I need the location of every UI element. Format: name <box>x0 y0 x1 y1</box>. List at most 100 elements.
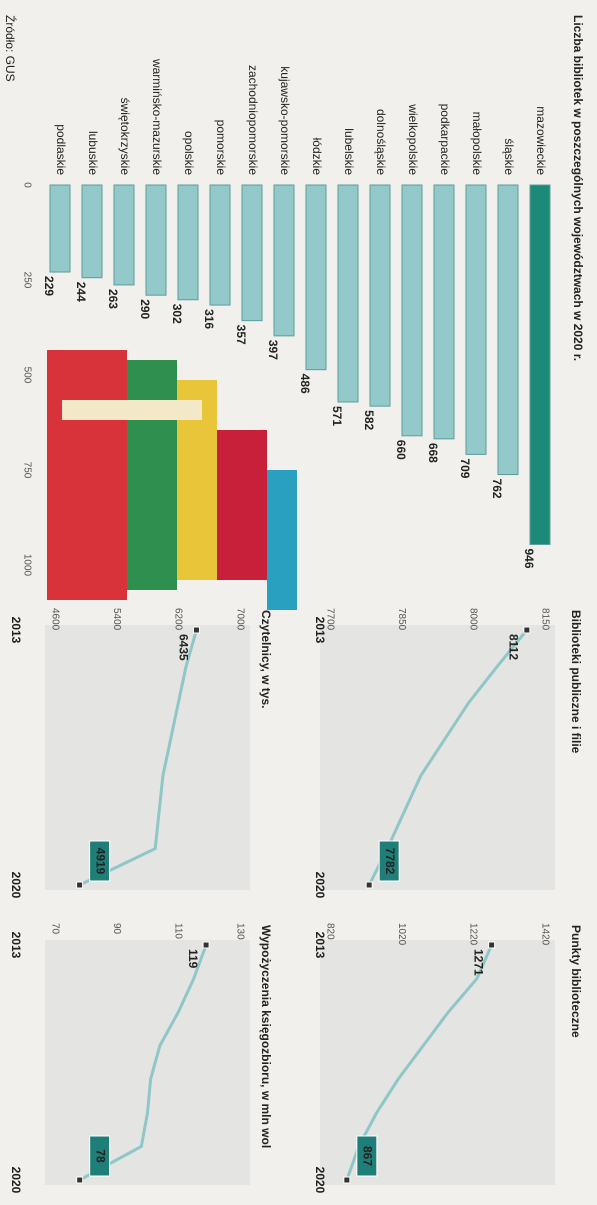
value-label: 1271 <box>471 949 485 976</box>
x-tick-label: 250 <box>21 272 32 289</box>
category-label: kujawsko-pomorskie <box>278 66 292 175</box>
bar <box>370 185 390 406</box>
value-label: 78 <box>93 1149 107 1163</box>
x-tick-label: 2020 <box>9 872 23 899</box>
value-label: 582 <box>362 410 376 430</box>
value-label: 229 <box>42 276 56 296</box>
x-tick-label: 0 <box>21 182 32 188</box>
value-label: 660 <box>394 440 408 460</box>
y-tick-label: 1020 <box>396 923 407 946</box>
point <box>524 627 530 633</box>
y-tick-label: 7850 <box>396 608 407 631</box>
y-tick-label: 70 <box>49 923 60 935</box>
category-label: podkarpackie <box>438 104 452 176</box>
point <box>77 882 83 888</box>
bar <box>210 185 230 305</box>
value-label: 4919 <box>93 848 107 875</box>
bar <box>530 185 550 544</box>
y-tick-label: 6200 <box>173 608 184 631</box>
value-label: 357 <box>234 325 248 345</box>
bar <box>306 185 326 370</box>
category-label: łódzkie <box>310 138 324 176</box>
value-label: 302 <box>170 304 184 324</box>
category-label: wielkopolskie <box>406 103 420 175</box>
value-label: 316 <box>202 309 216 329</box>
book <box>217 430 267 580</box>
y-tick-label: 7000 <box>234 608 245 631</box>
bar <box>434 185 454 439</box>
bar <box>178 185 198 300</box>
book <box>127 360 177 590</box>
bar <box>498 185 518 475</box>
point <box>193 627 199 633</box>
bar <box>274 185 294 336</box>
value-label: 762 <box>490 479 504 499</box>
y-tick-label: 8150 <box>539 608 550 631</box>
category-label: podlaskie <box>54 124 68 175</box>
bar <box>146 185 166 295</box>
x-tick-label: 500 <box>21 367 32 384</box>
bar <box>402 185 422 436</box>
point <box>344 1177 350 1183</box>
point <box>203 942 209 948</box>
x-tick-label: 2020 <box>313 872 327 899</box>
y-tick-label: 4600 <box>49 608 60 631</box>
point <box>489 942 495 948</box>
x-tick-label: 750 <box>21 462 32 479</box>
x-tick-label: 2013 <box>313 617 327 644</box>
bar <box>242 185 262 321</box>
bar <box>466 185 486 454</box>
category-label: zachodniopomorskie <box>246 65 260 175</box>
plot-background <box>320 940 555 1185</box>
y-tick-label: 1220 <box>468 923 479 946</box>
y-tick-label: 130 <box>234 923 245 940</box>
value-label: 397 <box>266 340 280 360</box>
bar <box>50 185 70 272</box>
bar <box>338 185 358 402</box>
category-label: lubelskie <box>342 128 356 175</box>
value-label: 709 <box>458 458 472 478</box>
y-tick-label: 8000 <box>468 608 479 631</box>
value-label: 263 <box>106 289 120 309</box>
category-label: opolskie <box>182 131 196 175</box>
book <box>267 470 297 610</box>
category-label: świętokrzyskie <box>118 98 132 176</box>
x-tick-label: 2020 <box>9 1167 23 1194</box>
category-label: warmińsko-mazurskie <box>150 58 164 175</box>
category-label: dolnośląskie <box>374 109 388 175</box>
value-label: 290 <box>138 299 152 319</box>
chart-title: Liczba bibliotek w poszczególnych wojewó… <box>571 15 585 361</box>
x-tick-label: 2013 <box>9 932 23 959</box>
chart-title: Wypożyczenia księgozbioru, w mln wol <box>259 925 273 1148</box>
value-label: 486 <box>298 374 312 394</box>
category-label: śląskie <box>502 138 516 175</box>
chart-title: Czytelnicy, w tys. <box>259 610 273 708</box>
x-tick-label: 2013 <box>9 617 23 644</box>
y-tick-label: 5400 <box>111 608 122 631</box>
value-label: 119 <box>186 949 200 969</box>
chart-title: Punkty biblioteczne <box>569 925 583 1038</box>
point <box>366 882 372 888</box>
value-label: 571 <box>330 406 344 426</box>
plot-background <box>45 940 250 1185</box>
book <box>47 350 127 600</box>
category-label: pomorskie <box>214 120 228 176</box>
chart-title: Biblioteki publiczne i filie <box>569 610 583 754</box>
book-pages <box>62 400 202 420</box>
value-label: 8112 <box>507 634 521 660</box>
value-label: 7782 <box>383 848 397 875</box>
x-tick-label: 2020 <box>313 1167 327 1194</box>
y-tick-label: 90 <box>111 923 122 935</box>
bar <box>82 185 102 278</box>
bar <box>114 185 134 285</box>
infographic: Liczba bibliotek w poszczególnych wojewó… <box>0 0 597 1205</box>
value-label: 946 <box>522 548 536 568</box>
value-label: 244 <box>74 282 88 302</box>
value-label: 668 <box>426 443 440 463</box>
source: Źródło: GUS <box>3 15 18 82</box>
x-tick-label: 2013 <box>313 932 327 959</box>
y-tick-label: 110 <box>173 923 184 939</box>
category-label: mazowieckie <box>534 106 548 175</box>
category-label: lubuskie <box>86 131 100 175</box>
point <box>77 1177 83 1183</box>
